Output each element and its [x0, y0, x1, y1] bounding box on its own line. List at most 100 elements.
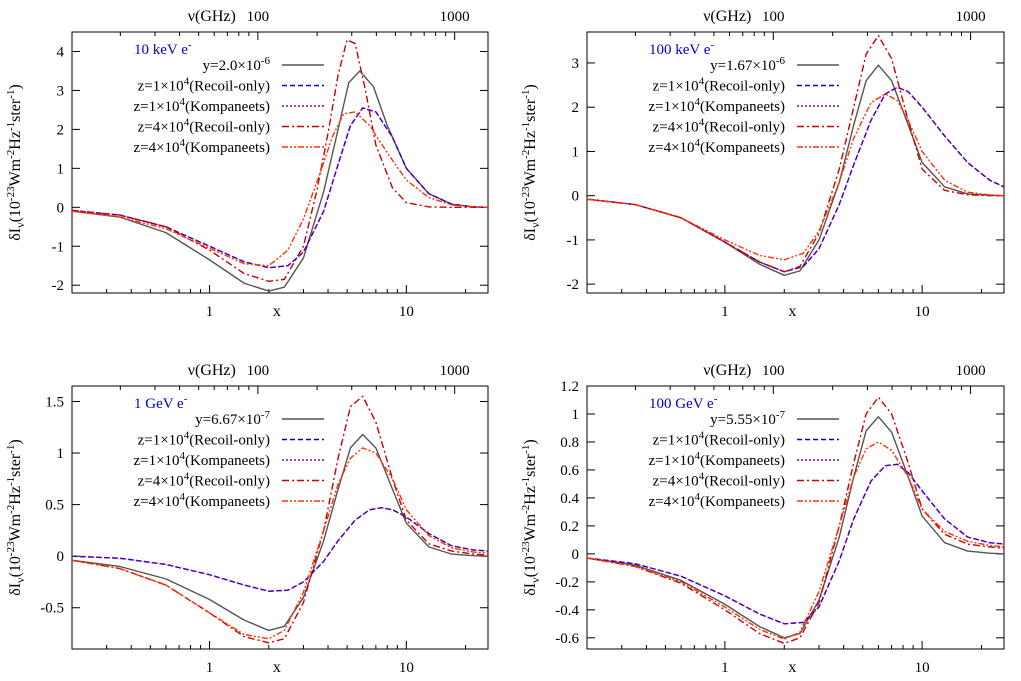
y-title-exp: -1 — [520, 122, 532, 131]
series-line-4 — [72, 395, 488, 644]
y-title-exp: -1 — [520, 477, 532, 486]
legend-sup: 4 — [180, 491, 186, 503]
legend-text: y=5.55×10 — [710, 412, 776, 428]
legend-label-1: y=6.67×10-7 — [195, 409, 270, 428]
x-tick-label: 10 — [915, 304, 930, 320]
y-title-exp: -23 — [5, 541, 17, 556]
y-title-part: Hz — [7, 486, 24, 505]
series-line-2 — [587, 463, 1004, 625]
series-line-2 — [72, 507, 488, 592]
electron-energy-sup: - — [184, 393, 188, 405]
y-title-base: δI — [522, 583, 539, 596]
legend-sup: 4 — [699, 471, 705, 483]
x-axis-label: x — [788, 659, 796, 676]
x-tick-label: 1 — [206, 660, 214, 676]
top-tick-label: 100 — [247, 363, 270, 379]
series-line-3 — [72, 107, 488, 269]
y-title-exp: -23 — [520, 541, 532, 556]
legend-sup: 4 — [695, 96, 701, 108]
legend-sup: 4 — [184, 430, 190, 442]
legend-text-post: (Kompaneets) — [185, 99, 270, 115]
top-axis-label: ν(GHz) — [188, 362, 236, 379]
legend-text: z=4×10 — [653, 474, 699, 490]
legend-text-post: (Recoil-only) — [189, 433, 270, 449]
y-title-part: Wm — [522, 158, 539, 186]
legend-label-5: z=4×104(Kompaneets) — [648, 137, 785, 156]
top-axis-label: ν(GHz) — [703, 8, 751, 25]
legend-text: y=2.0×10 — [203, 58, 261, 74]
legend-sup: 4 — [184, 117, 190, 129]
y-tick-label: 0.4 — [560, 491, 579, 507]
legend-text-post: (Recoil-only) — [704, 79, 785, 95]
legend-text: z=1×10 — [653, 433, 699, 449]
series-line-1 — [587, 416, 1004, 639]
legend-text: z=1×10 — [653, 79, 699, 95]
electron-energy-sup: - — [188, 39, 192, 51]
series-line-5 — [72, 111, 488, 267]
legend-sup: 4 — [180, 450, 186, 462]
top-tick-label: 1000 — [440, 9, 470, 25]
legend-sup: 4 — [184, 471, 190, 483]
top-tick-label: 1000 — [956, 9, 986, 25]
x-axis-label: x — [273, 303, 281, 320]
legend-text-post: (Recoil-only) — [189, 120, 270, 136]
y-tick-label: 2 — [572, 100, 580, 116]
y-title-base: δI — [522, 228, 539, 241]
y-title-sub: ν — [13, 222, 27, 228]
y-title-part: (10 — [522, 201, 539, 222]
y-title-part: Hz — [522, 131, 539, 150]
legend-text-post: (Kompaneets) — [700, 453, 785, 469]
legend-label-2: z=1×104(Recoil-only) — [653, 430, 785, 449]
y-title-part: ster — [7, 453, 24, 477]
legend-label-2: z=1×104(Recoil-only) — [653, 76, 785, 95]
top-axis-label: ν(GHz) — [703, 362, 751, 379]
y-tick-label: 2 — [57, 122, 65, 138]
legend-text-post: (Kompaneets) — [185, 494, 270, 510]
y-title-sub: ν — [528, 222, 542, 228]
y-title-part: ster — [7, 98, 24, 122]
legend-label-4: z=4×104(Recoil-only) — [653, 471, 785, 490]
y-tick-label: 0.8 — [560, 435, 579, 451]
y-tick-label: 0.5 — [45, 498, 64, 514]
legend-text: z=1×10 — [648, 453, 694, 469]
top-tick-label: 100 — [247, 9, 270, 25]
legend-label-4: z=4×104(Recoil-only) — [138, 471, 270, 490]
x-axis-label: x — [788, 303, 796, 320]
y-tick-label: -1 — [52, 239, 65, 255]
y-axis-title: δIν(10-23Wm-2Hz-1ster-1) — [520, 84, 542, 240]
electron-energy-label: 100 GeV e- — [649, 393, 718, 412]
legend-sup: 4 — [180, 137, 186, 149]
plot-frame — [586, 31, 1005, 294]
legend-text: z=4×10 — [133, 494, 179, 510]
y-title-exp: -1 — [520, 90, 532, 99]
y-title-part: Wm — [522, 513, 539, 541]
legend-text-post: (Kompaneets) — [700, 99, 785, 115]
y-tick-label: 0 — [572, 547, 580, 563]
legend-sup: 4 — [695, 491, 701, 503]
y-axis-title: δIν(10-23Wm-2Hz-1ster-1) — [5, 439, 27, 595]
y-title-exp: -2 — [520, 505, 532, 514]
legend-text-post: (Recoil-only) — [704, 474, 785, 490]
legend-text: z=1×10 — [138, 433, 184, 449]
plot-frame — [71, 31, 489, 294]
series-line-4 — [587, 34, 1004, 273]
series-line-5 — [587, 93, 1004, 261]
legend-sup: 4 — [699, 76, 705, 88]
legend-sup: -6 — [261, 55, 271, 67]
y-title-part: Hz — [7, 131, 24, 150]
y-tick-label: -2 — [567, 277, 580, 293]
legend-label-4: z=4×104(Recoil-only) — [653, 117, 785, 136]
y-title-part: (10 — [7, 556, 24, 577]
electron-energy-text: 100 keV e — [649, 42, 711, 58]
y-title-part: ) — [522, 439, 539, 444]
y-title-exp: -2 — [5, 505, 17, 514]
y-title-exp: -1 — [5, 445, 17, 454]
legend-text: z=1×10 — [133, 453, 179, 469]
legend-text-post: (Recoil-only) — [704, 433, 785, 449]
y-tick-label: 1 — [57, 161, 65, 177]
y-tick-label: 0.2 — [560, 519, 579, 535]
legend-label-2: z=1×104(Recoil-only) — [138, 76, 270, 95]
y-title-sub: ν — [13, 577, 27, 583]
